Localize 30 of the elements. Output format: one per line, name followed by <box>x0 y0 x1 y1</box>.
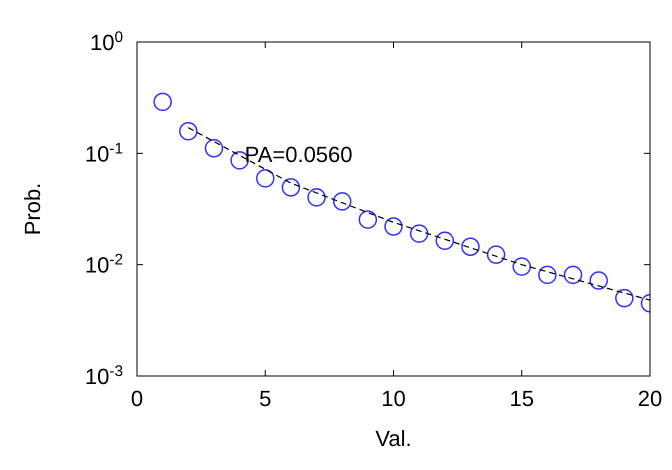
point <box>384 217 403 236</box>
point <box>538 266 557 284</box>
x-tick-label: 5 <box>259 386 272 411</box>
point <box>282 178 300 197</box>
y-tick-label: 10$^{-1}$ <box>84 140 123 166</box>
point <box>589 271 608 290</box>
y-tick-label: 10$^{0}$ <box>90 28 123 55</box>
y-axis-title: Prob. <box>20 182 45 236</box>
point <box>307 188 326 207</box>
x-tick-label: 20 <box>638 386 662 411</box>
y-tick-label: 10$^{-2}$ <box>84 251 123 278</box>
point <box>410 224 428 243</box>
point <box>153 92 172 112</box>
point <box>256 169 274 188</box>
point <box>179 122 198 140</box>
point <box>564 266 582 284</box>
y-tick-label: 10$^{-3}$ <box>84 362 123 389</box>
annotation: PA=0.0560 <box>244 142 353 167</box>
x-tick-label: 0 <box>130 386 144 411</box>
point <box>461 237 480 256</box>
point <box>332 192 352 211</box>
point <box>512 257 531 276</box>
point <box>204 139 224 158</box>
point <box>486 245 506 264</box>
x-tick-label: 15 <box>510 386 534 411</box>
x-tick-label: 10 <box>381 386 406 411</box>
point <box>615 288 634 308</box>
point <box>436 231 454 250</box>
x-axis-title: Val. <box>375 426 412 451</box>
point <box>358 210 378 229</box>
